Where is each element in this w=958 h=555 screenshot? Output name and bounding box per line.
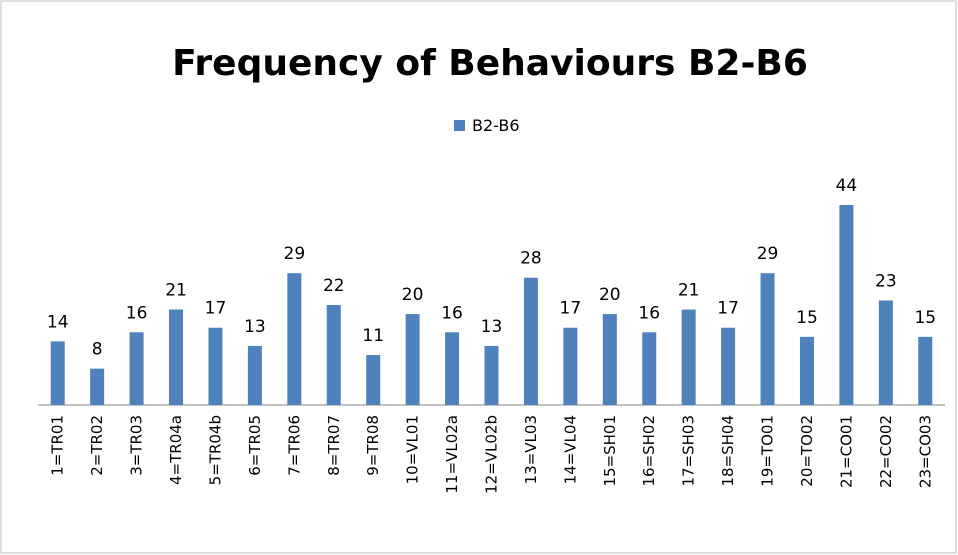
bar xyxy=(326,305,341,405)
bar xyxy=(602,314,617,405)
chart-title: Frequency of Behaviours B2-B6 xyxy=(172,43,808,84)
data-label: 44 xyxy=(836,176,858,196)
x-tick-label: 4=TR04a xyxy=(167,415,185,485)
data-label: 8 xyxy=(92,340,103,360)
data-label: 17 xyxy=(205,299,227,319)
bar xyxy=(405,314,420,405)
x-tick-label: 22=CO02 xyxy=(877,415,895,488)
data-label: 29 xyxy=(284,244,306,264)
bar xyxy=(208,327,223,405)
bar xyxy=(129,332,144,405)
data-label: 14 xyxy=(47,312,69,332)
bar xyxy=(642,332,657,405)
x-tick-label: 10=VL01 xyxy=(404,415,422,484)
bar xyxy=(50,341,65,405)
x-tick-label: 14=VL04 xyxy=(561,415,579,484)
bar xyxy=(366,355,381,405)
data-label: 29 xyxy=(757,244,779,264)
data-label: 16 xyxy=(126,303,148,323)
data-label: 16 xyxy=(441,303,463,323)
bar xyxy=(918,336,933,405)
bar xyxy=(563,327,578,405)
x-tick-label: 1=TR01 xyxy=(49,415,67,476)
x-tick-label: 21=CO01 xyxy=(837,415,855,488)
data-label: 21 xyxy=(165,281,187,301)
data-label: 15 xyxy=(914,308,936,328)
bar xyxy=(760,273,775,405)
bar xyxy=(799,336,814,405)
x-tick-label: 8=TR07 xyxy=(325,415,343,476)
x-tick-label: 9=TR08 xyxy=(364,415,382,476)
data-label: 17 xyxy=(717,299,739,319)
data-label: 28 xyxy=(520,249,542,269)
bar xyxy=(681,309,696,405)
x-tick-label: 23=CO03 xyxy=(916,415,934,488)
data-label: 13 xyxy=(244,317,266,337)
bar xyxy=(169,309,184,405)
bar xyxy=(484,345,499,405)
legend-swatch xyxy=(454,120,465,131)
x-tick-label: 11=VL02a xyxy=(443,415,461,494)
bar xyxy=(523,277,538,405)
x-tick-label: 5=TR04b xyxy=(206,415,224,485)
bar xyxy=(878,300,893,405)
data-label: 13 xyxy=(481,317,503,337)
x-tick-label: 12=VL02b xyxy=(483,415,501,494)
data-label: 20 xyxy=(599,285,621,305)
data-label: 22 xyxy=(323,276,345,296)
x-tick-label: 20=TO02 xyxy=(798,415,816,487)
data-label: 20 xyxy=(402,285,424,305)
data-label: 17 xyxy=(560,299,582,319)
bar xyxy=(90,368,105,405)
x-tick-label: 2=TR02 xyxy=(88,415,106,476)
data-label: 11 xyxy=(362,326,384,346)
x-tick-label: 13=VL03 xyxy=(522,415,540,484)
x-tick-label: 6=TR05 xyxy=(246,415,264,476)
x-tick-label: 16=SH02 xyxy=(640,415,658,487)
data-label: 23 xyxy=(875,271,897,291)
x-tick-label: 15=SH01 xyxy=(601,415,619,487)
legend-label: B2-B6 xyxy=(472,116,520,135)
x-tick-label: 18=SH04 xyxy=(719,415,737,487)
x-tick-label: 19=TO01 xyxy=(759,415,777,487)
bar xyxy=(287,273,302,405)
data-label: 16 xyxy=(638,303,660,323)
bar xyxy=(839,205,854,405)
x-tick-label: 3=TR03 xyxy=(128,415,146,476)
bar xyxy=(721,327,736,405)
x-tick-label: 7=TR06 xyxy=(285,415,303,476)
bar xyxy=(445,332,460,405)
x-tick-label: 17=SH03 xyxy=(680,415,698,487)
data-label: 15 xyxy=(796,308,818,328)
data-label: 21 xyxy=(678,281,700,301)
bar xyxy=(247,345,262,405)
